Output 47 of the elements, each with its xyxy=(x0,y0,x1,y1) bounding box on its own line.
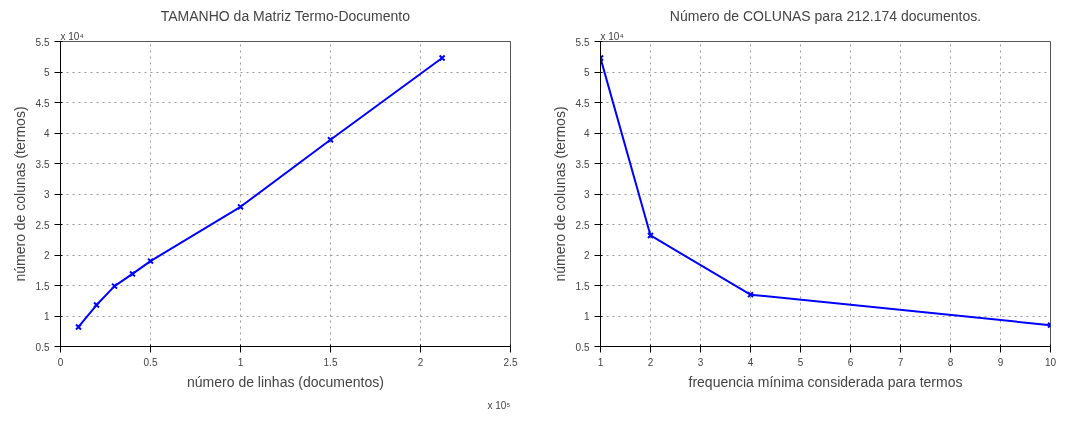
x-tick-label: 0.5 xyxy=(143,356,158,368)
x-tick-label: 1 xyxy=(597,356,604,368)
y-tick-label: 4 xyxy=(43,128,50,139)
y-tick-label: 3 xyxy=(583,189,590,200)
x-tick-label: 6 xyxy=(847,356,854,368)
x-tick-label: 2 xyxy=(647,356,654,368)
x-tick-label: 5 xyxy=(797,356,804,368)
y-tick-label: 5.5 xyxy=(35,36,50,48)
y-tick-label: 1 xyxy=(583,311,590,322)
y-tick-label: 1.5 xyxy=(575,280,590,292)
x-tick-label: 10 xyxy=(1044,356,1057,368)
text: x 10⁴ xyxy=(60,30,84,42)
y-tick-label: 0.5 xyxy=(575,341,590,353)
y-tick-label: 5 xyxy=(43,67,50,78)
x-tick-label: 2 xyxy=(417,356,424,368)
x-axis-title: número de linhas (documentos) xyxy=(187,373,384,390)
x-tick-label: 8 xyxy=(947,356,954,368)
chart-title: TAMANHO da Matriz Termo-Documento xyxy=(160,7,411,24)
y-tick-label: 4.5 xyxy=(575,97,590,109)
y-tick-label: 3 xyxy=(43,189,50,200)
text: x 10⁴ xyxy=(600,30,624,42)
y-tick-label: 4 xyxy=(583,128,590,139)
y-tick-label: 4.5 xyxy=(35,97,50,109)
x-tick-label: 1.5 xyxy=(323,356,338,368)
y-axis-title: número de colunas (termos) xyxy=(551,106,568,282)
x-tick-label: 7 xyxy=(897,356,904,368)
x-tick-label: 0 xyxy=(57,356,64,368)
y-tick-label: 2 xyxy=(43,250,50,261)
y-tick-label: 1 xyxy=(43,311,50,322)
y-tick-label: 5.5 xyxy=(575,36,590,48)
y-tick-label: 3.5 xyxy=(35,158,50,170)
x-tick-label: 4 xyxy=(747,356,754,368)
y-tick-label: 2 xyxy=(583,250,590,261)
x-tick-label: 1 xyxy=(237,356,244,368)
y-tick-label: 2.5 xyxy=(575,219,590,231)
x-tick-label: 3 xyxy=(697,356,704,368)
x-axis-title: frequencia mínima considerada para termos xyxy=(688,373,963,390)
text: x 10⁵ xyxy=(487,399,511,411)
y-tick-label: 0.5 xyxy=(35,341,50,353)
y-tick-label: 3.5 xyxy=(575,158,590,170)
y-axis-title: número de colunas (termos) xyxy=(11,106,28,282)
x-tick-label: 9 xyxy=(997,356,1004,368)
x-tick-label: 2.5 xyxy=(503,356,518,368)
y-tick-label: 2.5 xyxy=(35,219,50,231)
y-tick-label: 1.5 xyxy=(35,280,50,292)
y-tick-label: 5 xyxy=(583,67,590,78)
chart-title: Número de COLUNAS para 212.174 documentos. xyxy=(669,7,982,24)
